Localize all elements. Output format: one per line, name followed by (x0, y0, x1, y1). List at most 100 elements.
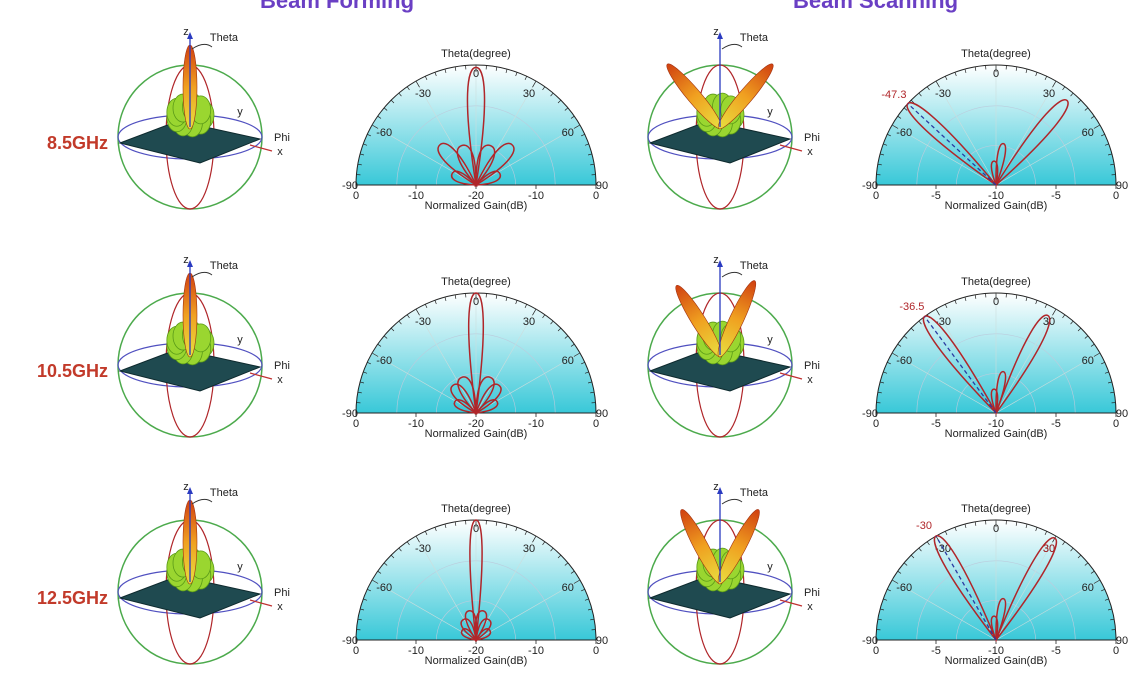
beam-forming-title: Beam Forming (260, 0, 415, 13)
polar-tick (515, 300, 518, 305)
gain-tick-label: 0 (593, 418, 599, 430)
polar-angle-label: -90 (342, 408, 358, 420)
polar-tick (877, 618, 882, 621)
polar-tick (444, 296, 447, 302)
radiation-lobe (475, 144, 496, 187)
z-axis-label: z (183, 481, 189, 493)
polar-tick (363, 598, 368, 601)
polar-xlabel: Normalized Gain(dB) (945, 200, 1048, 212)
polar-angle-label: -60 (376, 127, 392, 139)
main-beam-lobe (717, 509, 760, 585)
polar-tick (406, 541, 410, 546)
polar-spoke (995, 80, 1057, 186)
radiation-lobe (474, 170, 502, 186)
polar-tick (897, 343, 902, 347)
polar-angle-label: -90 (342, 635, 358, 647)
beam-forming-polar-plot: -90 -60 -30 0 30 60 90 Theta(degree) 0 -10 -20 -10 0… (342, 255, 608, 455)
polar-tick (954, 527, 957, 532)
polar-angle-label: -90 (862, 635, 878, 647)
polar-tick (944, 76, 948, 81)
polar-tick (883, 143, 888, 146)
polar-tick (357, 618, 362, 621)
polar-angle-label: -90 (862, 408, 878, 420)
3d-radiation-pattern: z Theta x Phi y (640, 254, 820, 455)
polar-tick (1062, 314, 1066, 319)
3d-radiation-pattern: z Theta x Phi y (110, 481, 290, 682)
polar-tick (1025, 296, 1028, 302)
polar-tick (1070, 320, 1074, 325)
polar-tick (524, 76, 528, 81)
gain-tick-label: -10 (408, 645, 424, 657)
polar-tick (891, 352, 899, 357)
theta-label: Theta (210, 487, 239, 499)
polar-tick (454, 66, 457, 71)
radiation-lobe (990, 160, 999, 188)
polar-tick (564, 562, 569, 566)
polar-tick (1100, 588, 1105, 592)
x-axis (249, 599, 273, 607)
polar-spoke (891, 579, 997, 641)
polar-tick (573, 579, 581, 584)
polar-angle-label: 90 (596, 408, 608, 420)
polar-tick (584, 598, 589, 601)
polar-tick (926, 86, 930, 91)
polar-tick (434, 527, 437, 532)
x-axis-label: x (807, 374, 813, 386)
polar-tick (570, 343, 575, 347)
theta-arc (721, 43, 743, 50)
radiation-lobe (450, 383, 478, 415)
polar-tick (1044, 304, 1048, 309)
polar-spoke (995, 535, 1057, 641)
3d-radiation-pattern: z Theta x Phi y (640, 26, 820, 227)
polar-tick (1052, 80, 1057, 88)
polar-tick (887, 361, 892, 365)
3d-radiation-pattern: z Theta x Phi y (640, 481, 820, 682)
polar-tick (1107, 381, 1113, 384)
polar-tick (587, 153, 593, 156)
radiation-lobe (460, 618, 477, 642)
polar-tick (935, 308, 940, 316)
polar-tick (1035, 72, 1038, 77)
polar-tick (1093, 124, 1101, 129)
array-ground-plane (648, 120, 792, 164)
polar-angle-label: -30 (935, 88, 951, 100)
polar-tick (887, 588, 892, 592)
gain-tick-label: 0 (1113, 418, 1119, 430)
x-axis (779, 144, 803, 152)
gain-tick-label: -20 (468, 190, 484, 202)
polar-tick (359, 381, 365, 384)
radiation-lobe (475, 618, 492, 642)
gain-tick-label: 0 (593, 190, 599, 202)
polar-spoke (995, 308, 1057, 414)
polar-tick (434, 300, 437, 305)
polar-tick (415, 535, 420, 543)
polar-tick (524, 304, 528, 309)
polar-tick (1084, 562, 1089, 566)
polar-tick (515, 72, 518, 77)
polar-tick (587, 608, 593, 611)
phi-label: Phi (274, 587, 290, 599)
polar-spoke (995, 352, 1101, 414)
y-axis-label: y (237, 561, 243, 573)
radiation-lobe (453, 399, 478, 414)
polar-tick (1090, 343, 1095, 347)
gain-tick-label: -5 (931, 418, 941, 430)
z-axis-arrow (187, 32, 193, 39)
theta-label: Theta (740, 487, 769, 499)
gain-tick-label: -5 (931, 645, 941, 657)
z-axis-arrow (187, 487, 193, 494)
y-axis-label: y (767, 561, 773, 573)
polar-tick (910, 327, 915, 332)
polar-tick (1062, 541, 1066, 546)
theta-label: Theta (740, 32, 769, 44)
polar-tick (879, 153, 885, 156)
polar-tick (367, 361, 372, 365)
theta-arc (721, 271, 743, 278)
polar-spoke (475, 352, 581, 414)
polar-tick (877, 163, 882, 166)
polar-tick (590, 618, 595, 621)
polar-tick (377, 343, 382, 347)
polar-tick (377, 570, 382, 574)
frequency-label: 12.5GHz (36, 588, 108, 608)
radiation-lobe (450, 170, 478, 186)
